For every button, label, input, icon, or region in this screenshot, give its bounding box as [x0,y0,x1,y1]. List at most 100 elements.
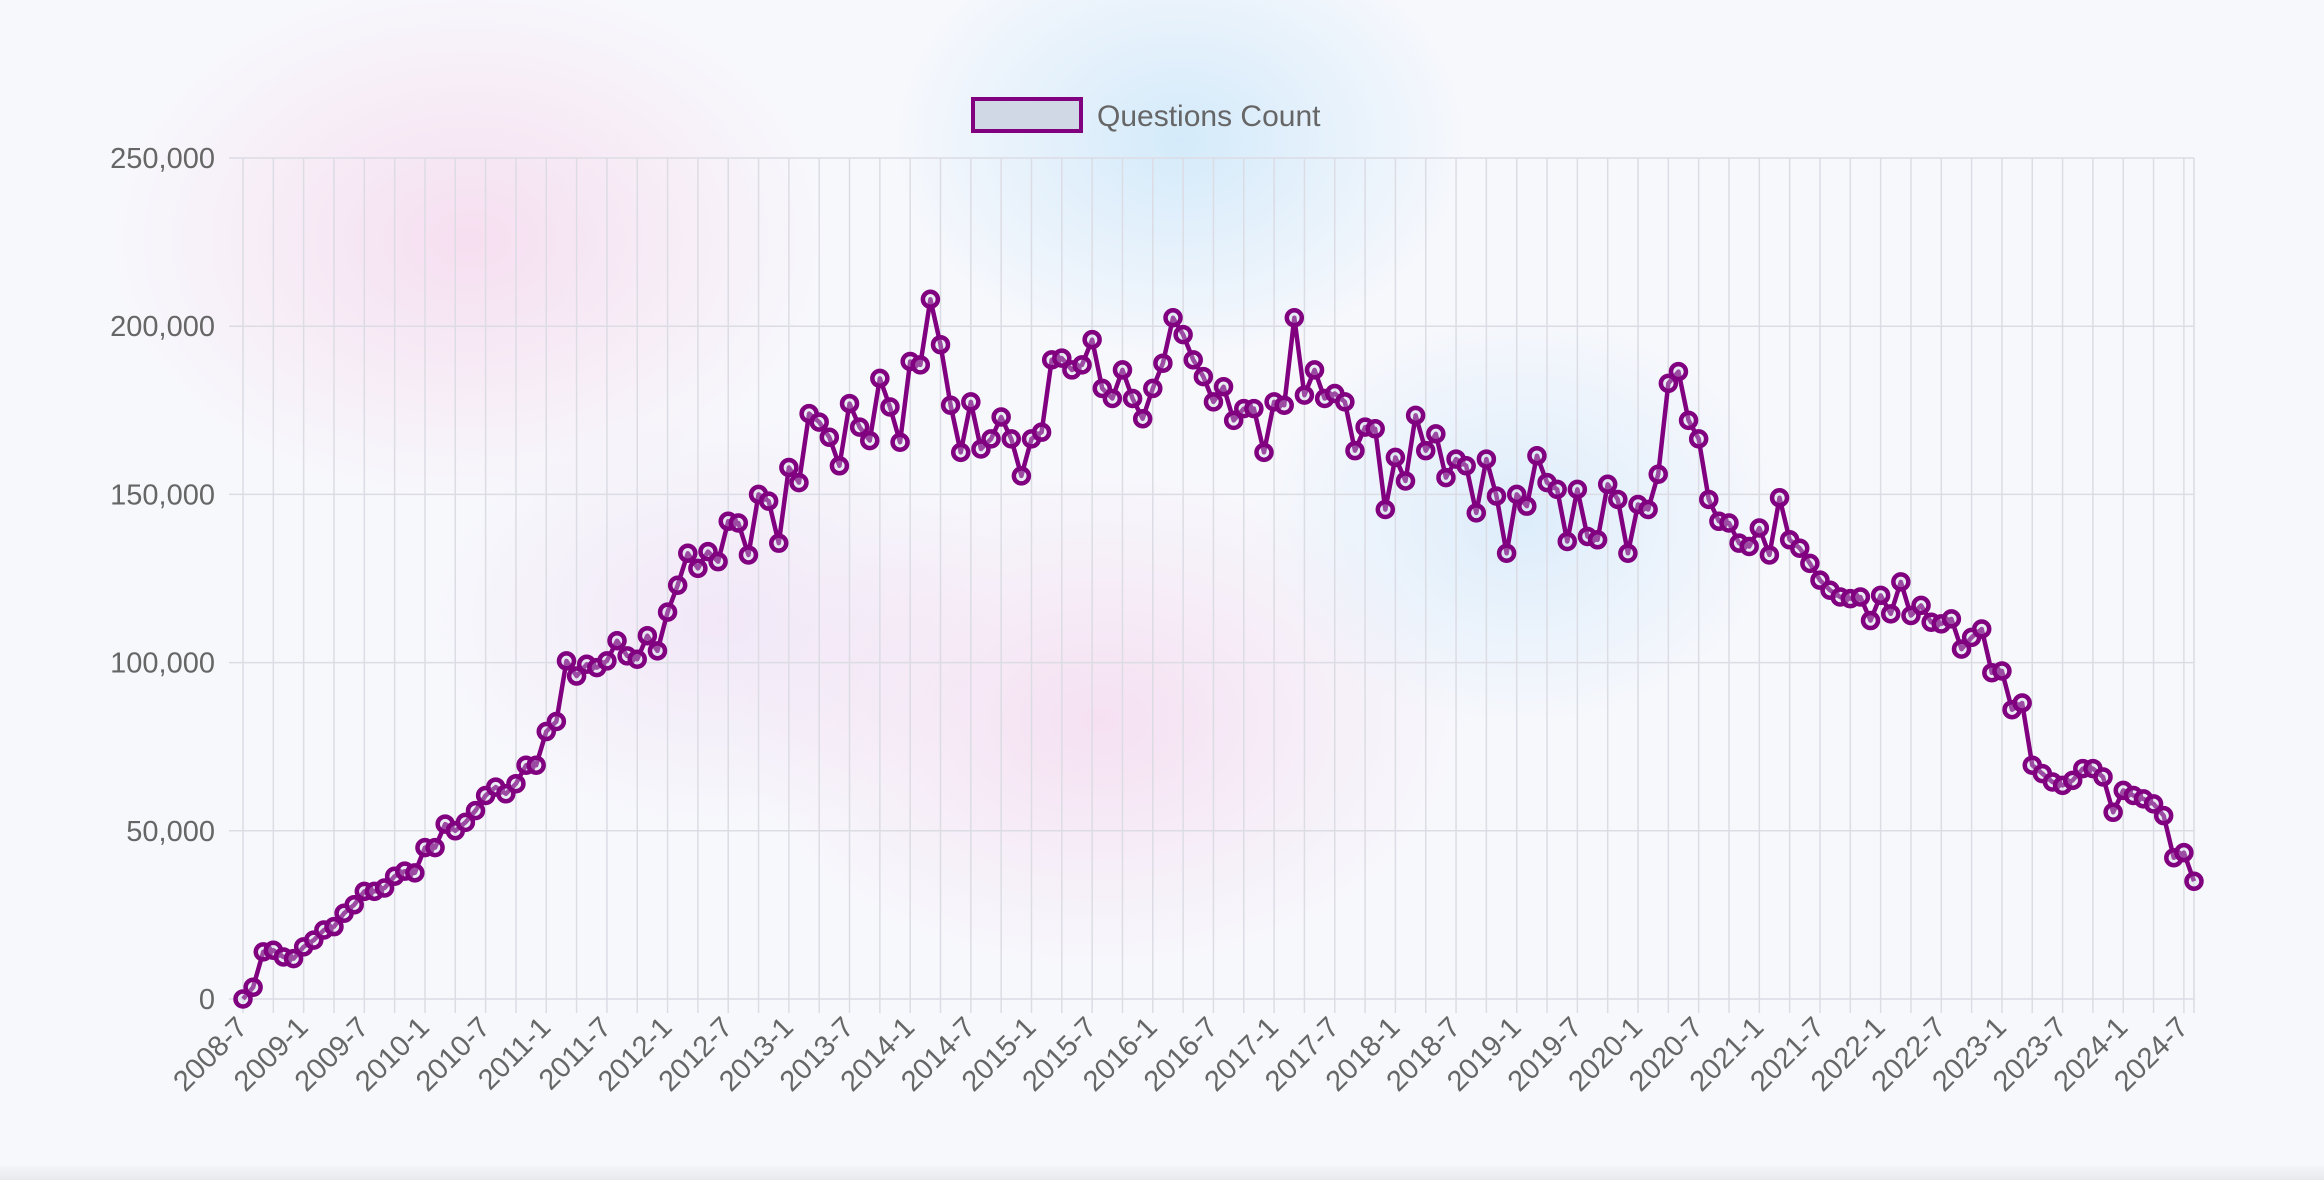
data-point[interactable] [1941,609,1962,629]
data-point[interactable] [1294,385,1315,405]
data-point[interactable] [344,895,364,915]
data-point[interactable] [1951,639,1972,659]
data-point[interactable] [1193,366,1214,387]
data-point[interactable] [1749,518,1770,538]
data-point[interactable] [1527,445,1547,466]
data-point[interactable] [769,533,789,553]
data-point[interactable] [779,457,799,478]
data-point[interactable] [1678,410,1699,431]
data-point[interactable] [1223,410,1244,431]
data-point[interactable] [324,916,344,937]
data-point[interactable] [667,575,688,595]
data-point[interactable] [1668,361,1689,382]
data-point[interactable] [1699,489,1719,510]
data-point[interactable] [940,395,961,415]
data-point[interactable] [1122,388,1143,409]
data-point[interactable] [678,543,698,564]
data-point[interactable] [597,651,617,671]
data-point[interactable] [1153,353,1173,373]
data-point[interactable] [556,651,577,671]
data-point[interactable] [1880,604,1901,624]
data-point[interactable] [1163,308,1183,328]
data-point[interactable] [1203,392,1224,412]
data-point[interactable] [728,513,749,533]
data-point[interactable] [1244,398,1264,419]
data-point[interactable] [1587,530,1608,550]
data-point[interactable] [1375,499,1396,520]
data-point[interactable] [1506,484,1527,505]
data-point[interactable] [1769,488,1790,508]
data-point[interactable] [526,755,546,775]
data-point[interactable] [870,368,890,389]
data-point[interactable] [880,397,900,417]
data-point[interactable] [2174,842,2194,863]
data-point[interactable] [1759,545,1780,565]
data-point[interactable] [1496,543,1517,564]
data-point[interactable] [1658,373,1679,394]
data-point[interactable] [607,630,627,651]
data-point[interactable] [1274,395,1294,415]
data-point[interactable] [1436,467,1456,488]
data-point[interactable] [1719,513,1739,533]
data-point[interactable] [1800,553,1820,574]
data-point[interactable] [1618,543,1638,564]
data-point[interactable] [1082,329,1102,350]
data-point[interactable] [1385,447,1406,468]
data-point[interactable] [1608,489,1628,510]
data-point[interactable] [1547,479,1567,500]
data-point[interactable] [890,432,910,453]
data-point[interactable] [1102,388,1123,409]
data-point[interactable] [1132,408,1153,429]
data-point[interactable] [1891,572,1911,592]
data-point[interactable] [1517,496,1537,516]
data-point[interactable] [961,392,981,412]
data-point[interactable] [2093,767,2113,787]
data-point[interactable] [1971,619,1992,639]
data-point[interactable] [708,551,728,572]
data-point[interactable] [1911,595,1931,616]
data-point[interactable] [1011,466,1032,486]
data-point[interactable] [829,456,850,476]
data-point[interactable] [2153,805,2174,826]
data-point[interactable] [465,800,486,821]
data-point[interactable] [627,649,647,669]
data-point[interactable] [283,948,304,969]
data-point[interactable] [1052,348,1072,368]
data-point[interactable] [1395,471,1416,491]
data-point[interactable] [1870,585,1891,606]
data-point[interactable] [1486,486,1507,506]
data-point[interactable] [2184,871,2204,892]
data-point[interactable] [647,641,668,661]
data-point[interactable] [1031,422,1052,442]
data-point[interactable] [1405,405,1426,426]
data-point[interactable] [910,355,931,375]
data-point[interactable] [849,417,870,437]
data-point[interactable] [1112,360,1133,380]
data-point[interactable] [1466,503,1487,523]
data-point[interactable] [2062,770,2083,791]
data-point[interactable] [1648,464,1668,484]
data-point[interactable] [688,558,708,579]
data-point[interactable] [1456,456,1476,476]
data-point[interactable] [1284,308,1305,328]
data-point[interactable] [819,427,840,447]
data-point[interactable] [2103,802,2123,823]
data-point[interactable] [425,837,445,858]
data-point[interactable] [233,989,253,1009]
data-point[interactable] [1597,474,1618,495]
data-point[interactable] [1345,440,1365,461]
data-point[interactable] [1335,392,1355,412]
data-point[interactable] [1638,499,1658,520]
data-point[interactable] [930,334,951,355]
data-point[interactable] [950,442,971,463]
data-point[interactable] [2143,794,2164,814]
data-point[interactable] [1860,610,1881,631]
data-point[interactable] [1415,440,1436,461]
data-point[interactable] [1304,360,1325,380]
data-point[interactable] [2012,693,2032,713]
data-point[interactable] [243,977,263,997]
data-point[interactable] [566,666,587,686]
data-point[interactable] [1001,429,1022,449]
data-point[interactable] [920,289,941,310]
data-point[interactable] [789,472,809,493]
